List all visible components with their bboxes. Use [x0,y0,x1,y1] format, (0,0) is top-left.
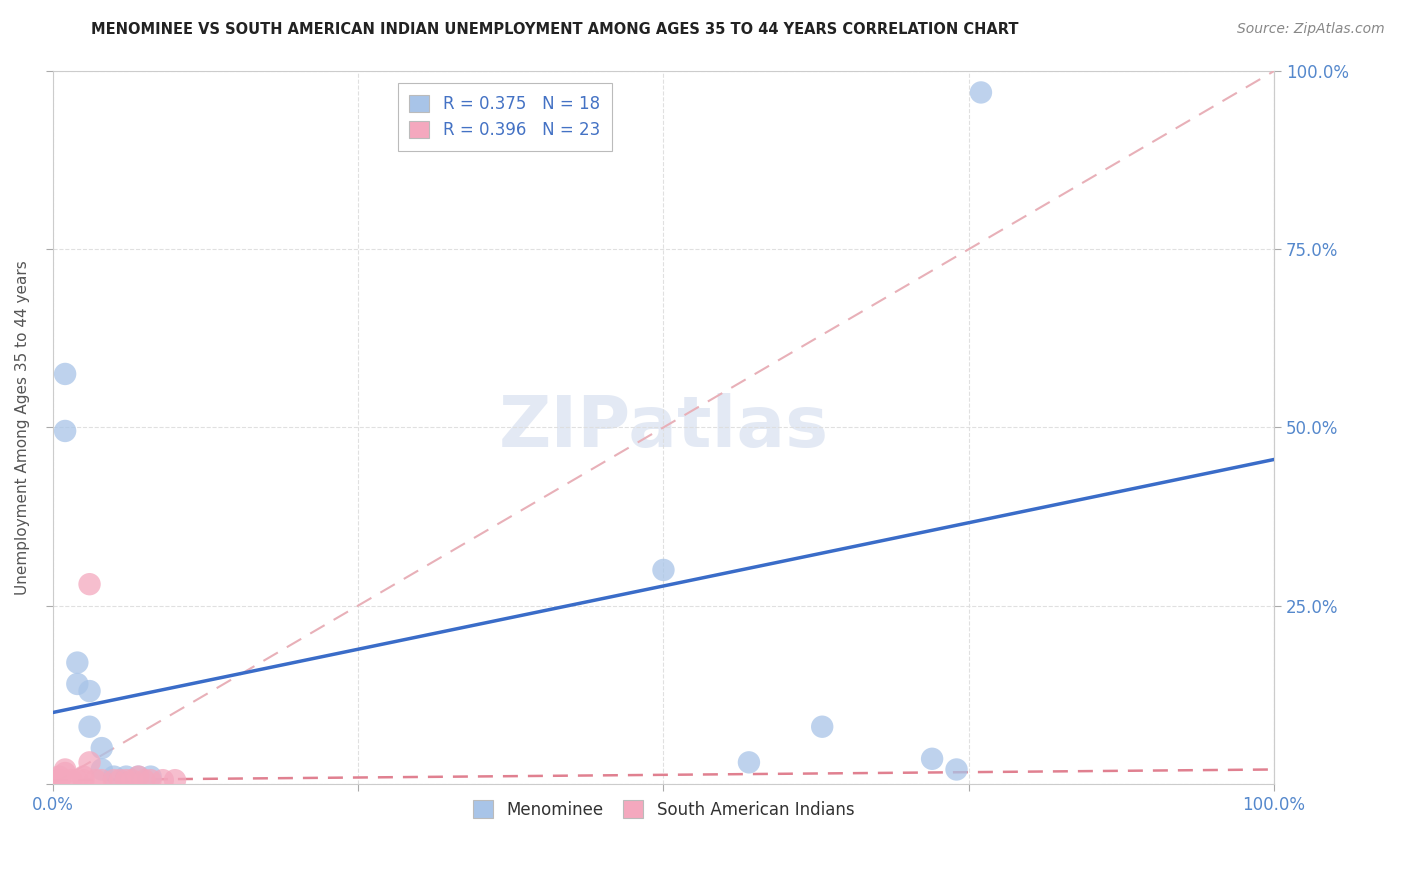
Point [139,770,162,784]
Point [103,770,125,784]
Text: MENOMINEE VS SOUTH AMERICAN INDIAN UNEMPLOYMENT AMONG AGES 35 TO 44 YEARS CORREL: MENOMINEE VS SOUTH AMERICAN INDIAN UNEMP… [91,22,1019,37]
Point [115,770,138,784]
Point [103,773,125,788]
Point [90,773,112,788]
Point [115,773,138,788]
Point [48,773,70,788]
Point [134,773,156,788]
Point [53,766,76,780]
Point [66,773,89,788]
Point [921,752,943,766]
Point [79,756,101,770]
Point [139,773,162,788]
Point [811,720,834,734]
Point [652,563,675,577]
Point [90,763,112,777]
Point [79,720,101,734]
Point [163,773,186,788]
Text: Source: ZipAtlas.com: Source: ZipAtlas.com [1237,22,1385,37]
Point [66,656,89,670]
Point [108,773,131,788]
Point [738,756,761,770]
Point [53,367,76,381]
Point [53,763,76,777]
Point [66,677,89,691]
Point [79,684,101,698]
Point [53,424,76,438]
Point [945,763,967,777]
Point [48,773,70,788]
Point [970,86,993,100]
Point [127,770,149,784]
Point [121,773,143,788]
Point [90,741,112,756]
Point [48,773,70,788]
Point [84,773,107,788]
Point [60,773,83,788]
Y-axis label: Unemployment Among Ages 35 to 44 years: Unemployment Among Ages 35 to 44 years [15,260,30,595]
Point [72,770,94,784]
Text: ZIPatlas: ZIPatlas [498,392,828,462]
Point [152,773,174,788]
Point [79,577,101,591]
Point [48,770,70,784]
Legend: Menominee, South American Indians: Menominee, South American Indians [467,794,860,825]
Point [127,770,149,784]
Point [72,773,94,788]
